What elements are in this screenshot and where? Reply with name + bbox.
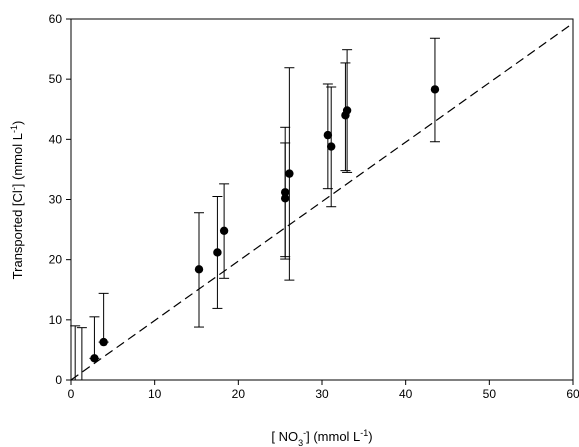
y-title-unit-sup: -1 <box>9 125 19 133</box>
y-tick-label: 30 <box>49 193 63 207</box>
data-point <box>327 142 336 151</box>
x-tick-label: 10 <box>148 387 162 401</box>
x-tick-label: 20 <box>232 387 246 401</box>
x-axis-title: [ NO3-] (mmol L-1) <box>271 428 372 447</box>
x-title-sub: 3 <box>298 438 303 447</box>
data-point <box>342 106 352 115</box>
data-point <box>280 188 290 197</box>
data-point <box>90 354 99 363</box>
reference-line <box>70 22 574 381</box>
x-tick-label: 60 <box>566 387 579 401</box>
y-title-suffix: ] (mmol L <box>10 133 25 187</box>
data-point <box>194 265 204 274</box>
y-tick-label: 40 <box>49 132 63 146</box>
x-title-sup: - <box>303 428 306 438</box>
x-tick-label: 30 <box>315 387 329 401</box>
y-tick-label: 50 <box>49 72 63 86</box>
x-tick-label: 0 <box>68 387 75 401</box>
plot-area <box>70 22 574 381</box>
data-point <box>285 169 294 178</box>
x-title-unit-sup: -1 <box>360 428 368 438</box>
data-point <box>213 248 222 257</box>
x-tick-label: 50 <box>483 387 497 401</box>
axes: 0 10 20 30 40 50 60 0 10 20 30 40 50 60 <box>49 12 579 401</box>
y-title-sup: - <box>9 187 19 190</box>
data-point <box>219 226 229 235</box>
x-title-suffix: ] (mmol L <box>306 429 360 444</box>
y-tick-label: 10 <box>49 313 63 327</box>
y-title-close: ) <box>10 121 25 125</box>
y-axis-title: Transported [Cl-] (mmol L-1) <box>9 121 25 280</box>
x-title-prefix: [ NO <box>271 429 298 444</box>
y-title-prefix: Transported [Cl <box>10 190 25 279</box>
data-point <box>323 130 333 140</box>
x-tick-label: 40 <box>399 387 413 401</box>
data-point <box>430 85 440 94</box>
data-point <box>280 194 290 203</box>
y-tick-label: 60 <box>49 12 63 26</box>
y-tick-label: 20 <box>49 253 63 267</box>
y-tick-label: 0 <box>55 373 62 387</box>
x-title-close: ) <box>368 429 372 444</box>
data-point <box>99 337 108 347</box>
